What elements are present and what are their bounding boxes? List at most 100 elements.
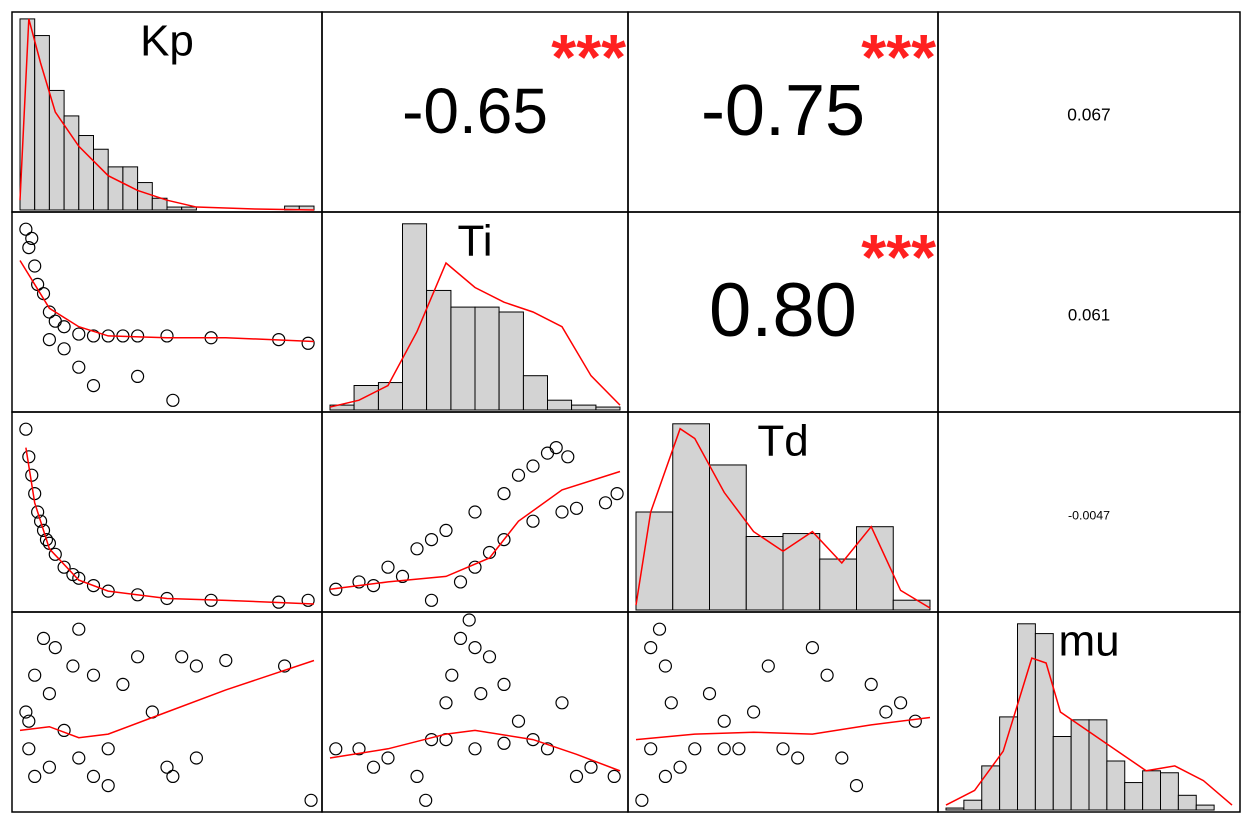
scatter-point bbox=[439, 696, 453, 710]
scatter-point bbox=[717, 714, 731, 728]
scatter-point bbox=[453, 631, 468, 646]
variable-name: Td bbox=[757, 417, 808, 466]
scatter-point bbox=[36, 631, 51, 646]
histogram-bar bbox=[571, 404, 597, 411]
histogram-bar bbox=[595, 406, 621, 411]
histogram-bar bbox=[48, 89, 65, 211]
scatter-point bbox=[366, 760, 381, 774]
histogram-bar bbox=[745, 536, 784, 611]
fit-line bbox=[635, 716, 931, 741]
scatter-point bbox=[28, 769, 42, 784]
scatter-point bbox=[57, 342, 71, 356]
panel-frame bbox=[937, 611, 1241, 813]
scatter-point bbox=[468, 640, 482, 655]
histogram-bar bbox=[450, 306, 476, 411]
scatter-point bbox=[511, 468, 526, 482]
scatter-point bbox=[644, 640, 658, 655]
density-curve bbox=[945, 657, 1233, 806]
correlation-value: -0.65 bbox=[402, 75, 548, 147]
panel-frame bbox=[11, 211, 323, 413]
scatter-point bbox=[301, 336, 315, 350]
scatter-point bbox=[644, 742, 658, 756]
scatter-point bbox=[131, 650, 145, 664]
scatter-point bbox=[160, 329, 174, 343]
histogram-bar bbox=[709, 464, 747, 611]
scatter-point bbox=[652, 622, 667, 636]
scatter-point bbox=[908, 714, 922, 728]
scatter-point bbox=[329, 742, 343, 756]
density-curve bbox=[635, 427, 931, 609]
scatter-point bbox=[569, 501, 584, 515]
scatter-point bbox=[805, 640, 820, 655]
scatter-point bbox=[329, 582, 343, 596]
scatter-point bbox=[555, 505, 569, 519]
variable-name: Kp bbox=[140, 17, 194, 66]
correlation-value: 0.061 bbox=[1068, 305, 1110, 324]
scatter-point bbox=[86, 578, 101, 593]
scatter-point bbox=[424, 732, 439, 747]
scatter-point bbox=[116, 677, 130, 692]
scatter-point bbox=[410, 542, 424, 556]
scatter-point bbox=[28, 259, 42, 273]
correlation-value: 0.067 bbox=[1067, 105, 1110, 125]
scatter-point bbox=[635, 793, 649, 807]
scatter-point bbox=[453, 575, 468, 589]
histogram-bar bbox=[1195, 804, 1215, 811]
scatter-point bbox=[424, 593, 439, 607]
histogram-bar bbox=[63, 115, 80, 211]
scatter-point bbox=[278, 659, 292, 673]
scatter-point bbox=[497, 532, 511, 547]
histogram-bar bbox=[353, 385, 379, 411]
scatter-point bbox=[19, 222, 33, 236]
scatter-point bbox=[610, 487, 624, 501]
fit-line bbox=[329, 470, 621, 591]
scatter-point bbox=[366, 578, 381, 593]
histogram-bar bbox=[34, 35, 50, 211]
scatter-point bbox=[424, 532, 439, 547]
histogram-bar bbox=[93, 148, 109, 211]
scatter-point bbox=[48, 640, 62, 655]
scatter-point bbox=[561, 450, 575, 464]
scatter-point bbox=[42, 760, 57, 774]
scatter-point bbox=[25, 468, 39, 482]
scatter-point bbox=[352, 742, 366, 756]
scatter-point bbox=[410, 769, 424, 784]
correlation-value: -0.75 bbox=[701, 71, 865, 151]
histogram-bar bbox=[474, 306, 500, 411]
histogram-bar bbox=[1160, 772, 1179, 811]
scatter-point bbox=[219, 653, 233, 668]
scatter-point bbox=[19, 422, 33, 436]
scatter-point bbox=[673, 760, 687, 774]
histogram-bar bbox=[166, 206, 183, 211]
scatter-point bbox=[497, 736, 511, 750]
scatter-point bbox=[101, 742, 115, 756]
scatter-point bbox=[658, 769, 673, 784]
scatter-point bbox=[25, 231, 39, 245]
scatter-point bbox=[526, 514, 540, 528]
fit-line bbox=[19, 260, 315, 343]
scatter-point bbox=[381, 560, 395, 574]
scatter-point bbox=[19, 705, 33, 719]
scatter-point bbox=[42, 333, 57, 347]
scatter-point bbox=[86, 329, 101, 343]
scatter-point bbox=[166, 393, 180, 407]
scatter-point bbox=[22, 450, 36, 464]
panel-frame bbox=[11, 411, 323, 613]
scatter-point bbox=[835, 751, 849, 765]
scatter-point bbox=[48, 314, 62, 328]
scatter-point bbox=[526, 732, 540, 747]
fit-line bbox=[19, 659, 315, 739]
histogram-bar bbox=[547, 399, 573, 411]
histogram-bar bbox=[78, 135, 95, 211]
scatter-point bbox=[511, 714, 526, 728]
histogram-bar bbox=[999, 716, 1018, 811]
histogram-bar bbox=[856, 526, 894, 611]
scatter-point bbox=[702, 686, 717, 701]
histogram-bar bbox=[107, 166, 124, 211]
histogram-bar bbox=[377, 382, 403, 411]
histogram-bar bbox=[522, 375, 548, 411]
scatter-point bbox=[864, 677, 878, 692]
scatter-point bbox=[732, 742, 746, 756]
scatter-point bbox=[717, 742, 731, 756]
